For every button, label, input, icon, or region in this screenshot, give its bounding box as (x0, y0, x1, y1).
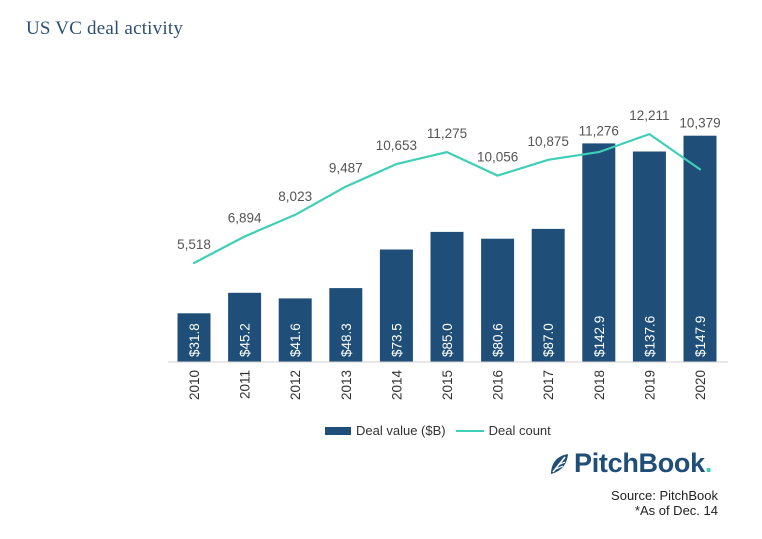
bar-2010 (177, 313, 211, 362)
x-tick-label: 2020 (693, 370, 708, 400)
line-point-label: 5,518 (177, 237, 211, 252)
chart-legend: Deal value ($B) Deal count (325, 423, 561, 438)
bar-2014 (379, 249, 413, 362)
bar-value-label: $45.2 (238, 323, 253, 357)
x-tick-label: 2018 (592, 370, 607, 400)
line-point-label: 10,379 (679, 116, 720, 131)
line-point-label: 10,653 (376, 138, 417, 153)
x-tick-label: 2011 (238, 370, 253, 399)
bar-value-label: $48.3 (339, 323, 354, 357)
bar-2016 (481, 238, 515, 362)
bar-2019 (632, 151, 666, 362)
line-group (192, 133, 702, 265)
source-block: Source: PitchBook *As of Dec. 14 (611, 488, 718, 518)
bar-2012 (278, 298, 312, 362)
x-tick-label: 2019 (642, 370, 657, 400)
bar-value-label: $41.6 (288, 323, 303, 357)
x-tick-label: 2012 (288, 370, 303, 400)
line-point-label: 11,275 (427, 126, 467, 141)
x-tick-label: 2015 (440, 370, 455, 400)
page-title: US VC deal activity (26, 18, 184, 39)
legend-item-deal-count: Deal count (455, 423, 551, 438)
labels-group: $31.8 2010 $45.2 2011 $41.6 2012 $48.3 2013 $73.… (177, 108, 721, 400)
bar-value-label: $73.5 (389, 323, 404, 357)
pitchbook-leaf-icon (551, 453, 568, 474)
legend-swatch-line (455, 429, 484, 432)
bar-2013 (329, 288, 363, 362)
bar-2020 (683, 135, 717, 362)
source-text: Source: PitchBook (611, 488, 718, 503)
bar-2011 (228, 292, 262, 362)
x-tick-label: 2014 (389, 370, 404, 401)
pitchbook-logo: PitchBook. (548, 448, 712, 479)
logo-text: PitchBook (574, 448, 705, 478)
bar-value-label: $85.0 (440, 323, 455, 357)
x-tick-label: 2017 (541, 370, 556, 400)
legend-item-deal-value: Deal value ($B) (325, 423, 446, 438)
legend-swatch-bar (325, 426, 351, 435)
x-tick-label: 2010 (187, 370, 202, 400)
bar-2015 (430, 231, 464, 362)
legend-label-deal-value: Deal value ($B) (356, 423, 446, 438)
line-point-label: 10,875 (528, 134, 569, 149)
bar-value-label: $31.8 (187, 323, 202, 357)
bar-value-label: $142.9 (592, 316, 607, 357)
bars-group (177, 135, 717, 362)
line-point-label: 9,487 (329, 161, 363, 176)
line-point-label: 11,276 (579, 123, 619, 138)
line-point-label: 8,023 (278, 189, 312, 204)
line-point-label: 6,894 (228, 211, 262, 226)
x-tick-label: 2016 (491, 370, 506, 400)
bar-2018 (582, 143, 616, 362)
deal-activity-chart: $31.8 2010 $45.2 2011 $41.6 2012 $48.3 2013 $73.… (168, 108, 728, 400)
x-tick-label: 2013 (339, 370, 354, 400)
line-point-label: 12,211 (629, 108, 669, 123)
bar-value-label: $87.0 (541, 323, 556, 357)
bar-value-label: $137.6 (642, 316, 657, 357)
legend-label-deal-count: Deal count (488, 423, 551, 438)
deal-count-line (192, 133, 702, 265)
note-text: *As of Dec. 14 (634, 503, 718, 518)
bar-value-label: $147.9 (693, 316, 708, 357)
bar-value-label: $80.6 (491, 323, 506, 357)
bar-2017 (531, 228, 565, 362)
logo-dot: . (704, 448, 713, 478)
line-point-label: 10,056 (477, 150, 518, 165)
